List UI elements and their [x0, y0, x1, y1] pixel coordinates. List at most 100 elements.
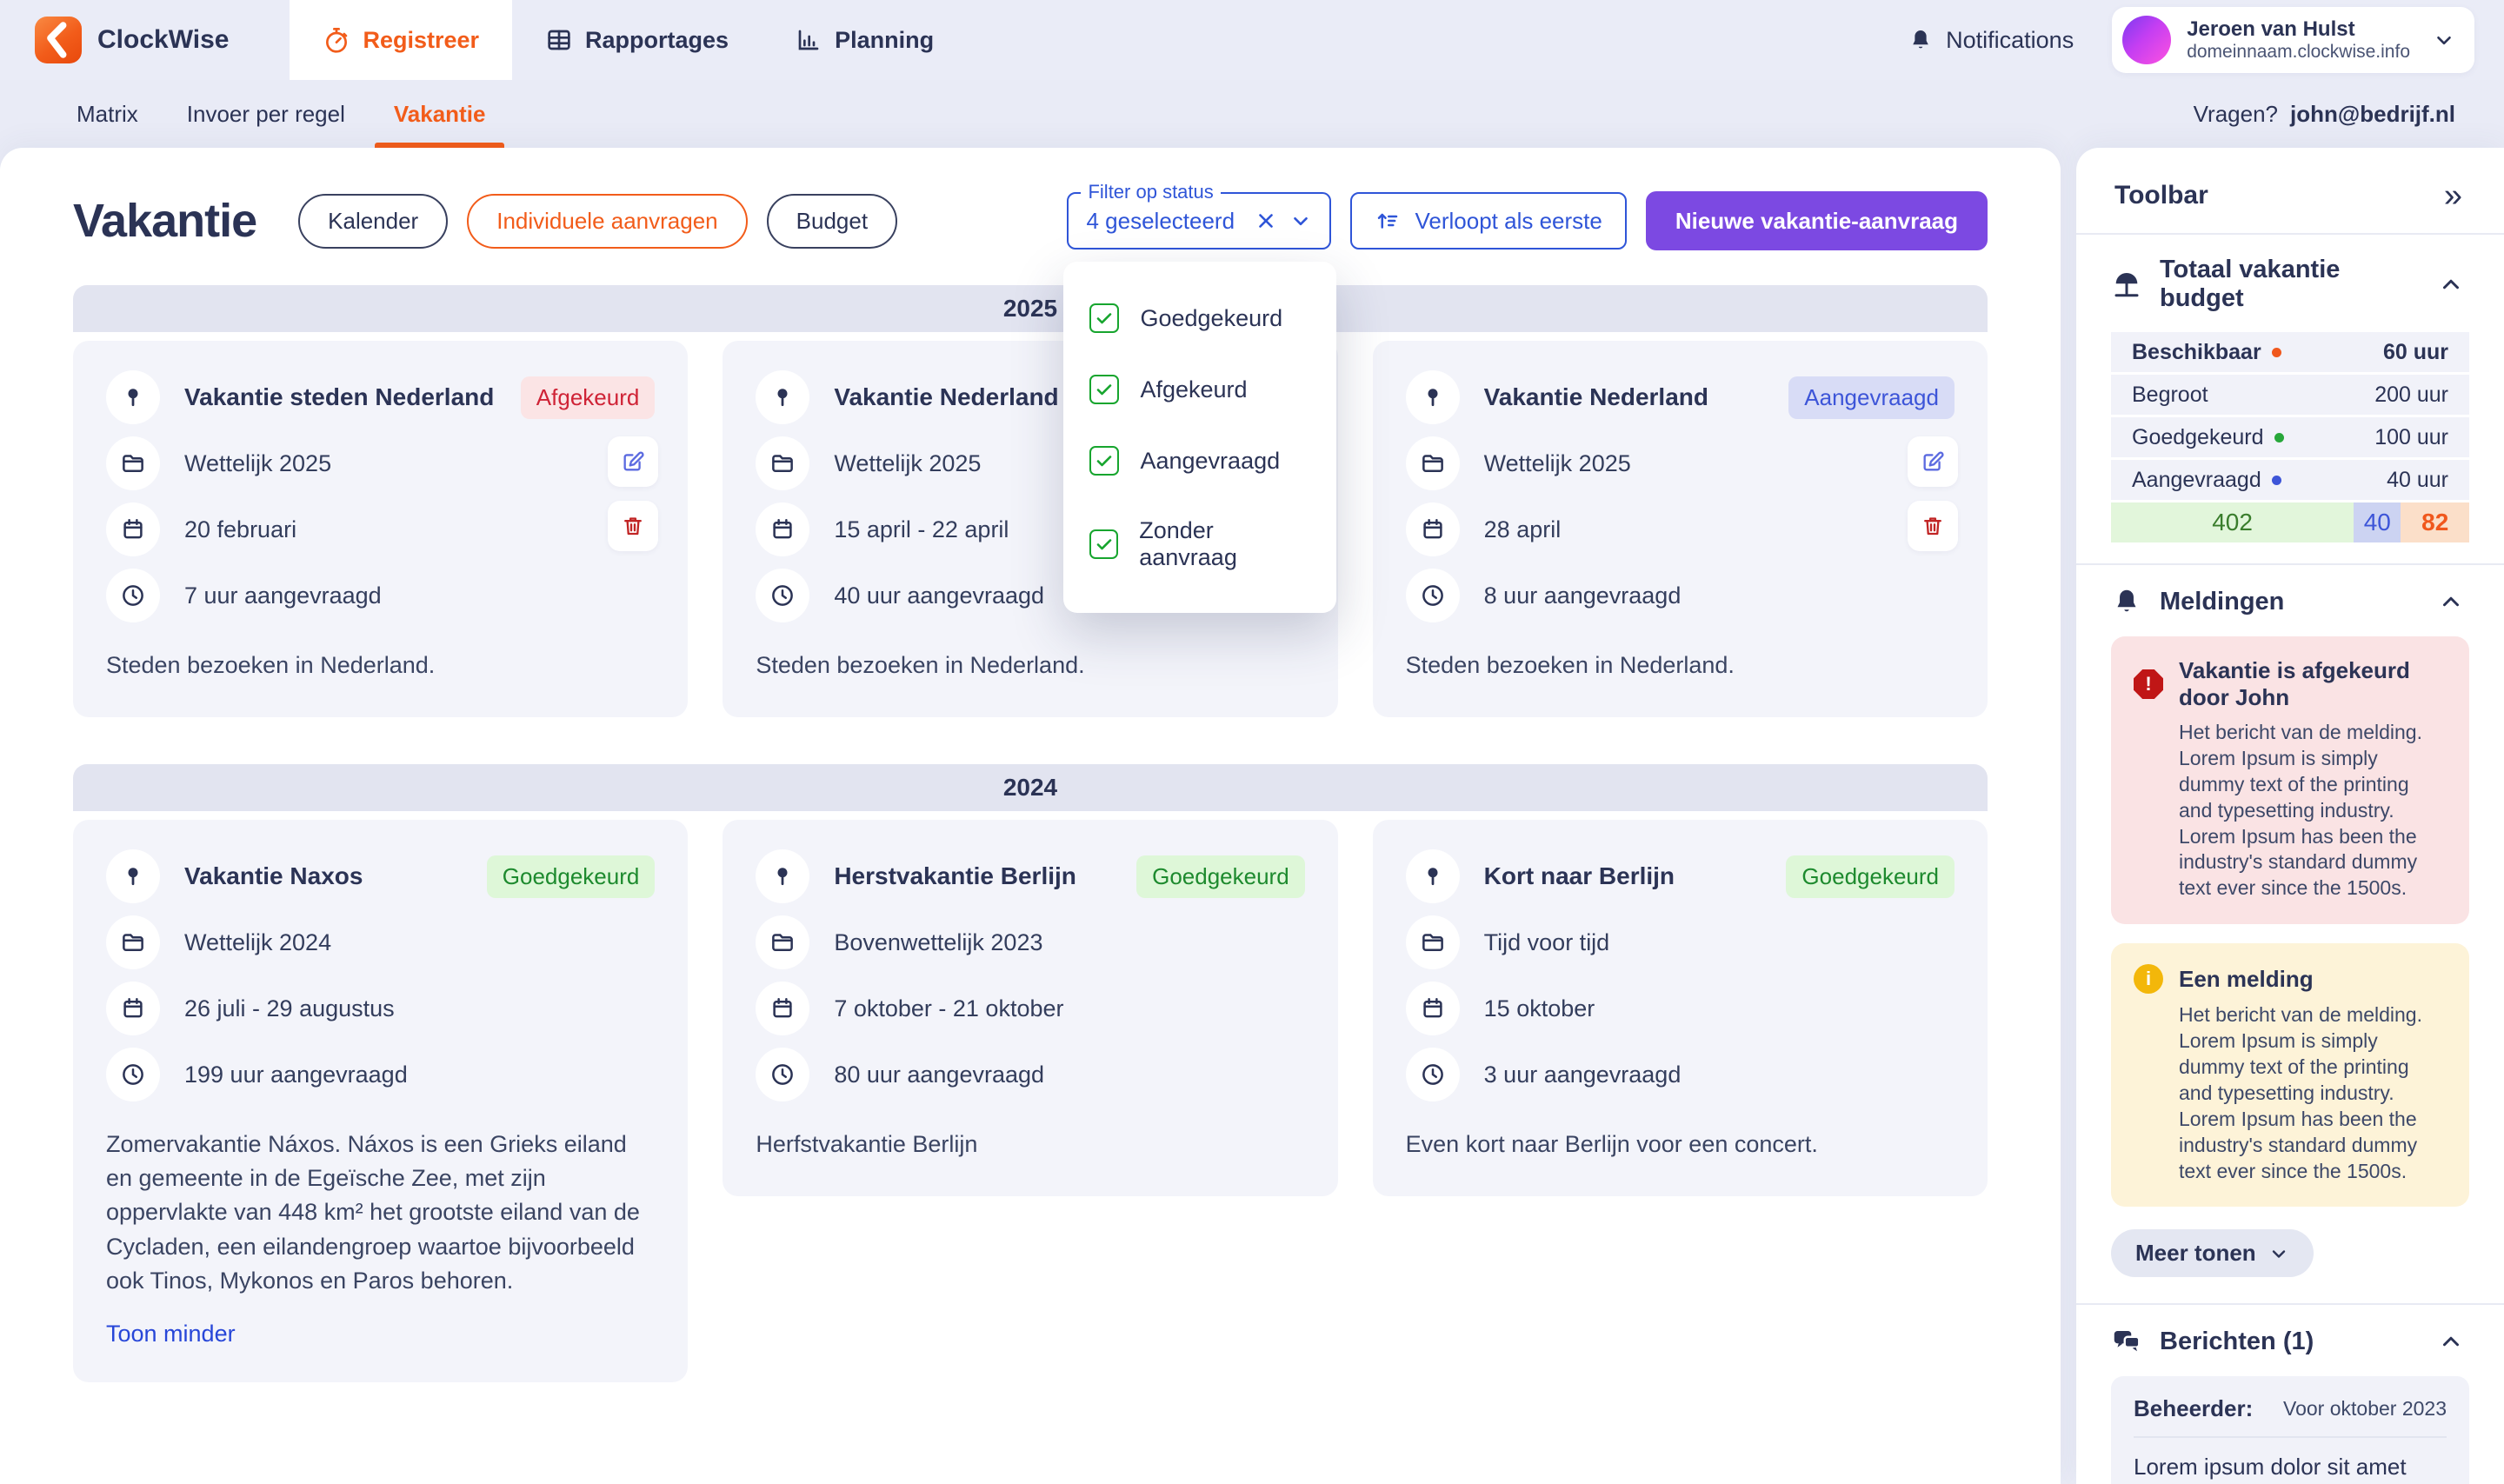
- view-kalender-button[interactable]: Kalender: [298, 193, 449, 249]
- budget-bar-segment: 402: [2111, 502, 2354, 542]
- budget-label: Wettelijk 2025: [1483, 449, 1631, 476]
- view-switcher: Kalender Individuele aanvragen Budget: [298, 193, 898, 249]
- status-filter-label: Filter op status: [1081, 181, 1221, 203]
- folder-icon: [756, 915, 810, 970]
- folder-icon: [1405, 436, 1460, 490]
- calendar-icon: [1405, 502, 1460, 556]
- hours-label: 40 uur aangevraagd: [834, 582, 1045, 609]
- hours-label: 199 uur aangevraagd: [184, 1061, 408, 1088]
- status-filter-select[interactable]: Filter op status 4 geselecteerd: [1067, 181, 1332, 250]
- sort-icon: [1375, 208, 1401, 234]
- budget-label: Bovenwettelijk 2023: [834, 928, 1043, 955]
- page-title: Vakantie: [73, 195, 257, 247]
- collapse-sidebar-icon[interactable]: »: [2443, 177, 2462, 214]
- date-label: 26 juli - 29 augustus: [184, 995, 395, 1021]
- status-badge: Aangevraagd: [1788, 376, 1955, 419]
- message-body: Lorem ipsum dolor sit amet: [2134, 1454, 2407, 1481]
- status-badge: Goedgekeurd: [1136, 855, 1305, 898]
- status-badge: Goedgekeurd: [1786, 855, 1955, 898]
- delete-button[interactable]: [608, 501, 659, 551]
- sort-button[interactable]: Verloopt als eerste: [1350, 192, 1627, 250]
- filter-option-zonder-aanvraag[interactable]: Zonder aanvraag: [1063, 496, 1336, 592]
- alert-title: Vakantie is afgekeurd door John: [2179, 657, 2410, 710]
- date-label: 15 oktober: [1483, 995, 1595, 1021]
- card-description: Steden bezoeken in Nederland.: [756, 652, 1085, 678]
- nav-item-rapportages[interactable]: Rapportages: [512, 0, 762, 80]
- new-vacation-button[interactable]: Nieuwe vakantie-aanvraag: [1645, 191, 1988, 250]
- help-email[interactable]: john@bedrijf.nl: [2290, 100, 2455, 127]
- budget-table: Beschikbaar 60 uur Begroot 200 uur Goedg…: [2111, 332, 2469, 542]
- bell-icon: [1908, 27, 1934, 53]
- card-title: Herstvakantie Berlijn: [834, 862, 1076, 890]
- beach-umbrella-icon: [2111, 269, 2142, 300]
- green-dot: [2274, 432, 2284, 443]
- budget-row: Aangevraagd 40 uur: [2111, 460, 2469, 500]
- clock-icon: [1405, 569, 1460, 622]
- budget-label: Wettelijk 2025: [834, 449, 982, 476]
- vacation-card: Vakantie Naxos Goedgekeurd Wettelijk 202…: [73, 820, 689, 1382]
- date-label: 20 februari: [184, 516, 297, 542]
- filter-option-goedgekeurd[interactable]: Goedgekeurd: [1063, 283, 1336, 354]
- berichten-section: Berichten (1) Beheerder: Voor oktober 20…: [2111, 1326, 2469, 1484]
- bell-icon: [2111, 586, 2142, 617]
- chevron-down-icon[interactable]: [1289, 210, 1312, 232]
- calendar-icon: [756, 502, 810, 556]
- clockwise-logo-icon: [35, 17, 82, 63]
- filter-option-afgekeurd[interactable]: Afgekeurd: [1063, 354, 1336, 425]
- message-card: Beheerder: Voor oktober 2023 Lorem ipsum…: [2111, 1376, 2469, 1484]
- hours-label: 8 uur aangevraagd: [1483, 582, 1682, 609]
- help-area: Vragen? john@bedrijf.nl: [2194, 80, 2455, 148]
- filter-option-aangevraagd[interactable]: Aangevraagd: [1063, 425, 1336, 496]
- message-period: Voor oktober 2023: [2283, 1397, 2447, 1421]
- alert-warning: i Een melding Het bericht van de melding…: [2111, 943, 2469, 1208]
- clear-filter-icon[interactable]: [1255, 210, 1277, 232]
- toolbar-sidebar: Toolbar » Totaal vakantie budget Beschik: [2076, 148, 2504, 1484]
- edit-button[interactable]: [1907, 436, 1958, 487]
- hours-label: 3 uur aangevraagd: [1483, 1061, 1682, 1088]
- clock-icon: [106, 569, 160, 622]
- chevron-down-icon: [2268, 1243, 2289, 1264]
- calendar-icon: [106, 982, 160, 1036]
- tab-vakantie[interactable]: Vakantie: [370, 80, 510, 148]
- nav-item-registreer[interactable]: Registreer: [290, 0, 513, 80]
- vacation-card: Vakantie steden Nederland Afgekeurd Wett…: [73, 341, 689, 718]
- notifications-label: Notifications: [1946, 26, 2074, 53]
- chevron-up-icon[interactable]: [2438, 271, 2464, 297]
- nav-label: Planning: [835, 26, 935, 53]
- card-description: Herfstvakantie Berlijn: [756, 1131, 978, 1158]
- folder-icon: [106, 436, 160, 490]
- user-menu[interactable]: Jeroen van Hulst domeinnaam.clockwise.in…: [2112, 7, 2474, 73]
- checkbox-checked-icon: [1089, 446, 1120, 476]
- checkbox-checked-icon: [1089, 529, 1119, 559]
- status-badge: Afgekeurd: [520, 376, 656, 419]
- hours-label: 80 uur aangevraagd: [834, 1061, 1045, 1088]
- notifications-button[interactable]: Notifications: [1908, 27, 2074, 54]
- card-description: Zomervakantie Náxos. Náxos is een Grieks…: [106, 1131, 640, 1294]
- tab-matrix[interactable]: Matrix: [77, 100, 138, 127]
- edit-button[interactable]: [608, 436, 659, 487]
- nav-item-planning[interactable]: Planning: [762, 0, 967, 80]
- message-author: Beheerder:: [2134, 1395, 2254, 1422]
- status-filter-value: 4 geselecteerd: [1086, 207, 1235, 234]
- top-header: ClockWise Registreer Rapportages Plannin…: [0, 0, 2504, 80]
- user-name: Jeroen van Hulst: [2187, 17, 2355, 41]
- brand[interactable]: ClockWise: [35, 0, 229, 80]
- date-label: 7 oktober - 21 oktober: [834, 995, 1064, 1021]
- card-title: Vakantie steden Nederland: [184, 383, 495, 410]
- budget-bar-segment: 82: [2401, 502, 2469, 542]
- main-panel: Vakantie Kalender Individuele aanvragen …: [0, 148, 2061, 1484]
- tab-invoer-per-regel[interactable]: Invoer per regel: [186, 100, 345, 127]
- view-budget-button[interactable]: Budget: [766, 193, 898, 249]
- toon-minder-link[interactable]: Toon minder: [106, 1320, 236, 1347]
- budget-section: Totaal vakantie budget Beschikbaar 60 uu…: [2111, 256, 2469, 542]
- delete-button[interactable]: [1907, 501, 1958, 551]
- view-individuele-aanvragen-button[interactable]: Individuele aanvragen: [467, 193, 748, 249]
- chevron-up-icon[interactable]: [2438, 1328, 2464, 1354]
- clock-icon: [106, 1048, 160, 1102]
- budget-row: Beschikbaar 60 uur: [2111, 332, 2469, 372]
- user-domain: domeinnaam.clockwise.info: [2187, 42, 2410, 62]
- show-more-button[interactable]: Meer tonen: [2111, 1229, 2314, 1278]
- page-controls: Filter op status 4 geselecteerd: [1063, 181, 1988, 613]
- chevron-up-icon[interactable]: [2438, 589, 2464, 615]
- status-badge: Goedgekeurd: [486, 855, 656, 898]
